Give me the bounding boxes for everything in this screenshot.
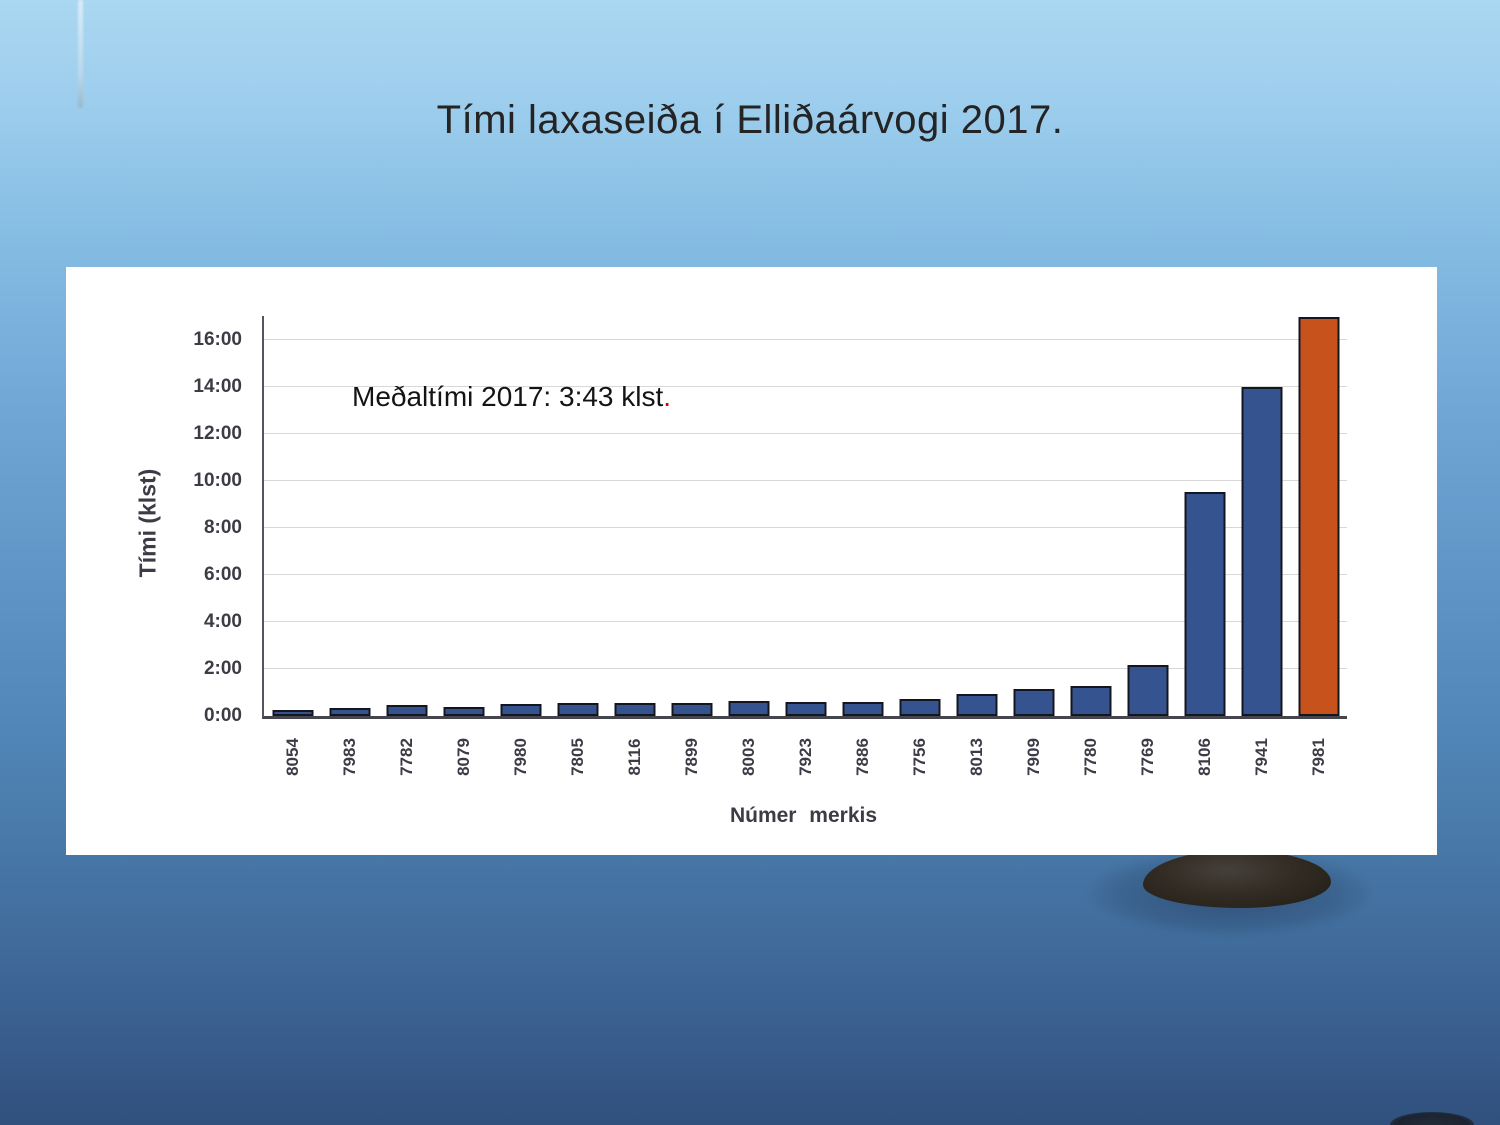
bar-column: 8106 [1176, 316, 1233, 776]
chart-panel: Meðaltími 2017: 3:43 klst. Tími (klst) 0… [66, 267, 1437, 855]
chart-bar-7909 [1013, 688, 1054, 716]
y-tick-label: 14:00 [193, 375, 242, 397]
y-tick-label: 6:00 [203, 563, 242, 585]
y-tick-label: 16:00 [193, 328, 242, 350]
category-label: 8054 [282, 738, 302, 776]
annotation-text: Meðaltími 2017: 3:43 klst [352, 381, 664, 412]
category-label: 7805 [567, 738, 587, 776]
y-tick-label: 0:00 [203, 705, 242, 726]
gridline [264, 667, 1347, 669]
category-label: 8106 [1194, 738, 1214, 776]
chart-bar-7886 [842, 701, 883, 716]
chart-bar-7923 [785, 701, 826, 716]
slide-title: Tími laxaseiða í Elliðaárvogi 2017. [436, 98, 1064, 142]
bar-column: 7981 [1290, 316, 1347, 776]
chart-annotation: Meðaltími 2017: 3:43 klst. [352, 381, 671, 413]
y-tick-label: 10:00 [193, 469, 242, 491]
annotation-period: . [663, 381, 672, 412]
plot-area: 8054 7983 7782 8079 7980 7805 8116 7899 8003 7923… [262, 316, 1347, 776]
chart-bar-7756 [899, 699, 940, 716]
bars-container: 8054 7983 7782 8079 7980 7805 8116 7899 8003 7923… [264, 316, 1347, 776]
chart-bar-8054 [272, 709, 313, 716]
bar-column: 7805 [549, 316, 606, 776]
gridline [264, 526, 1347, 528]
y-axis-ticks: 0:00 2:00 4:00 6:00 8:00 10:00 12:00 14:00 16:00 [66, 316, 254, 725]
chart-bar-7980 [500, 704, 541, 716]
bar-column: 7782 [378, 316, 435, 776]
chart-bar-7780 [1070, 685, 1111, 716]
category-label: 7782 [396, 738, 416, 776]
chart-bar-7981 [1298, 317, 1339, 716]
bar-column: 7983 [321, 316, 378, 776]
x-axis-title: Númer merkis [729, 804, 878, 827]
corner-rock [1390, 1112, 1474, 1125]
chart-bar-7899 [671, 703, 712, 716]
bar-column: 7886 [834, 316, 891, 776]
bar-column: 7909 [1005, 316, 1062, 776]
y-tick-label: 2:00 [203, 657, 242, 679]
category-label: 7909 [1023, 738, 1043, 776]
bar-column: 7780 [1062, 316, 1119, 776]
gridline [264, 385, 1347, 387]
category-label: 8003 [738, 738, 758, 776]
category-label: 7941 [1251, 738, 1271, 776]
gridline [264, 338, 1347, 340]
chart-bar-8106 [1184, 492, 1225, 716]
bar-column: 7941 [1233, 316, 1290, 776]
bar-column: 7980 [492, 316, 549, 776]
chart-bar-7805 [557, 703, 598, 716]
y-tick-label: 4:00 [203, 610, 242, 632]
category-label: 7981 [1308, 738, 1328, 776]
category-label: 7769 [1137, 738, 1157, 776]
bar-column: 8116 [606, 316, 663, 775]
category-label: 7886 [852, 738, 872, 776]
category-label: 7923 [795, 738, 815, 776]
chart-bar-8013 [956, 693, 997, 716]
bar-column: 7899 [663, 316, 720, 776]
gridline [264, 432, 1347, 434]
category-label: 8079 [453, 738, 473, 776]
chart-bar-7782 [386, 704, 427, 716]
y-tick-label: 8:00 [203, 516, 242, 538]
water-rock [1143, 850, 1331, 908]
chart-bar-7769 [1127, 664, 1168, 716]
bar-column: 7769 [1119, 316, 1176, 776]
bar-column: 8003 [720, 316, 777, 776]
category-label: 7983 [339, 738, 359, 776]
gridline [264, 573, 1347, 575]
category-label: 8013 [966, 738, 986, 776]
chart-bar-7941 [1241, 386, 1282, 716]
bar-column: 7923 [777, 316, 834, 776]
category-label: 7780 [1080, 738, 1100, 776]
light-streak [78, 0, 83, 108]
category-label: 7899 [681, 738, 701, 776]
gridline [264, 620, 1347, 622]
category-label: 7980 [510, 738, 530, 776]
category-label: 8116 [624, 738, 644, 776]
gridline [264, 479, 1347, 481]
y-tick-label: 12:00 [193, 422, 242, 444]
chart-bar-8079 [443, 707, 484, 716]
chart-bar-8003 [728, 700, 769, 716]
bar-column: 8054 [264, 316, 321, 776]
chart-bar-7983 [329, 708, 370, 716]
bar-column: 8013 [948, 316, 1005, 776]
bar-column: 7756 [891, 316, 948, 776]
bar-column: 8079 [435, 316, 492, 776]
category-label: 7756 [909, 738, 929, 776]
chart-bar-8116 [614, 703, 655, 716]
